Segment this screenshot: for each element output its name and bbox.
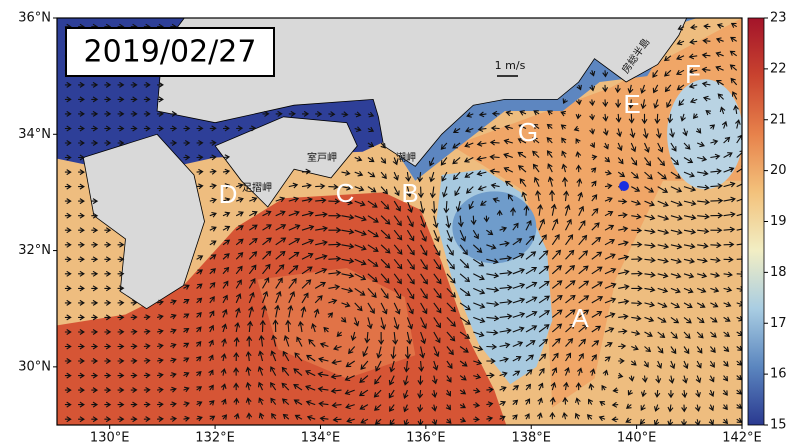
- frame: [56, 17, 743, 426]
- x-tick-label: 130°E: [90, 431, 130, 446]
- land: [82, 18, 688, 310]
- colorbar-tick-label: 15: [770, 418, 787, 433]
- x-tick-label: 140°E: [617, 431, 657, 446]
- colorbar-tick-label: 17: [770, 316, 787, 331]
- x-tick-label: 136°E: [406, 431, 446, 446]
- colorbar-tick-label: 20: [770, 163, 787, 178]
- date: 2019/02/27: [84, 35, 257, 70]
- colorbar-tick-label: 21: [770, 112, 787, 127]
- y-tick-label: 30°N: [18, 359, 51, 374]
- region-label: A: [571, 303, 589, 333]
- colorbar-tick-label: 22: [770, 61, 787, 76]
- x-tick-label: 134°E: [301, 431, 341, 446]
- colorbar: [747, 17, 765, 426]
- region-label: E: [623, 89, 640, 119]
- colorbar-tick-label: 19: [770, 214, 787, 229]
- place-label: 足摺岬: [242, 181, 272, 194]
- place-label: 室戸岬: [307, 151, 337, 164]
- region-label: D: [219, 179, 238, 209]
- region-label: B: [401, 178, 418, 208]
- y-tick-label: 32°N: [18, 243, 51, 258]
- place-label: 潮岬: [396, 151, 416, 164]
- map-overlay: 2019/02/27 1 m/s A B C D E F G 足摺岬 室戸岬 潮…: [65, 27, 701, 333]
- x-tick-label: 142°E: [722, 431, 762, 446]
- date-box: [65, 27, 275, 77]
- region-label: F: [685, 59, 701, 89]
- colorbar-tick-label: 23: [770, 11, 787, 26]
- x-tick-label: 132°E: [195, 431, 235, 446]
- map-area: 130°E 132°E 134°E 136°E 138°E 140°E 142°E 30°N 3…: [18, 11, 786, 446]
- cold-eddy-ne: [667, 79, 742, 190]
- y-tick-label: 34°N: [18, 127, 51, 142]
- cold-eddy-core: [452, 191, 537, 264]
- region-label: C: [336, 178, 355, 208]
- colorbar-tick-label: 16: [770, 367, 787, 382]
- map-layers: [57, 18, 742, 425]
- scale-label: 1 m/s: [495, 59, 526, 72]
- region-label: G: [518, 117, 538, 147]
- station-dot: [619, 181, 629, 191]
- y-tick-label: 36°N: [18, 11, 51, 26]
- x-tick-label: 138°E: [511, 431, 551, 446]
- colorbar-tick-label: 18: [770, 265, 787, 280]
